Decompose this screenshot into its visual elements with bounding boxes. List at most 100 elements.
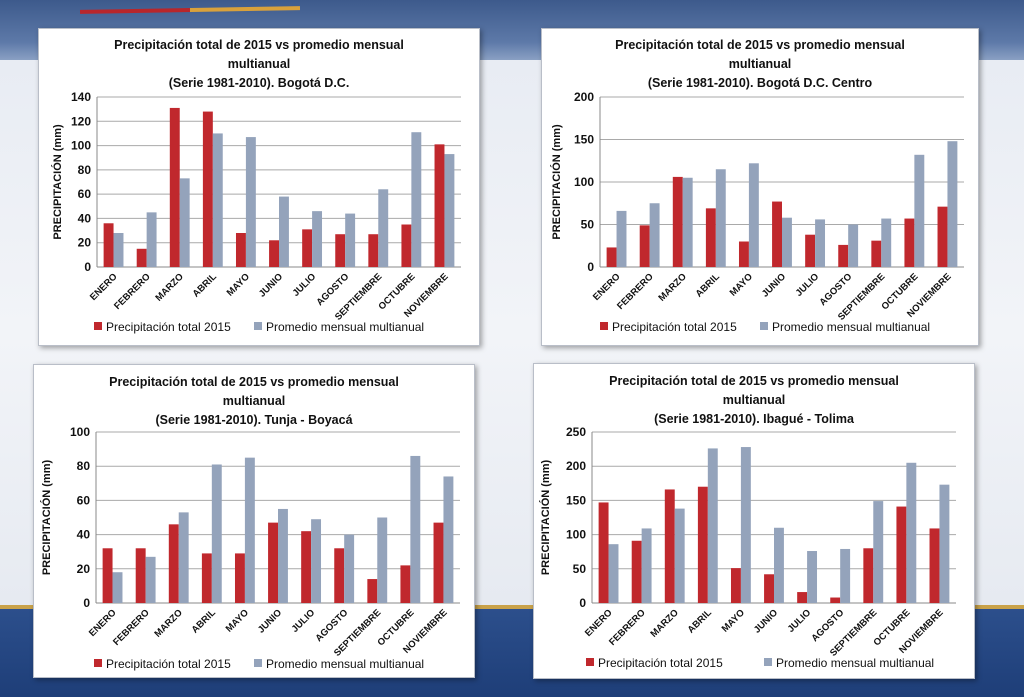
x-tick-label: MAYO — [224, 607, 251, 634]
legend-swatch-2015 — [94, 322, 102, 330]
legend-swatch-promedio — [764, 658, 772, 666]
y-tick-label: 250 — [566, 425, 586, 439]
bar-promedio — [278, 508, 288, 603]
bar-promedio — [443, 476, 454, 603]
x-tick-label: ENERO — [87, 607, 119, 639]
y-tick-label: 200 — [574, 90, 594, 104]
bar-promedio — [740, 447, 751, 603]
bar-promedio — [444, 154, 455, 267]
y-tick-label: 0 — [587, 260, 594, 274]
bar-promedio — [873, 501, 884, 603]
legend-label-promedio: Promedio mensual multianual — [266, 320, 424, 334]
bar-promedio — [939, 484, 950, 603]
legend-label-2015: Precipitación total 2015 — [106, 320, 231, 334]
y-tick-label: 80 — [78, 163, 92, 177]
chart-ibague: Precipitación total de 2015 vs promedio … — [539, 374, 956, 670]
bar-2015 — [401, 224, 412, 267]
bar-promedio — [881, 218, 892, 267]
chart-panel-bogota: Precipitación total de 2015 vs promedio … — [38, 28, 480, 346]
chart-title-line: multianual — [729, 57, 792, 71]
bar-promedio — [146, 212, 157, 267]
bar-promedio — [616, 210, 627, 267]
bar-2015 — [937, 206, 948, 267]
bar-2015 — [664, 489, 675, 603]
bar-2015 — [697, 486, 708, 603]
bar-2015 — [838, 244, 849, 267]
chart-title-line: multianual — [223, 394, 286, 408]
bar-promedio — [906, 462, 917, 603]
bar-promedio — [113, 233, 124, 267]
bar-promedio — [641, 528, 652, 603]
bar-promedio — [914, 154, 925, 267]
x-tick-label: MARZO — [152, 607, 184, 639]
chart-title-line: (Serie 1981-2010). Tunja - Boyacá — [155, 413, 352, 427]
bar-promedio — [947, 141, 958, 267]
chart-title-line: Precipitación total de 2015 vs promedio … — [615, 38, 905, 52]
bar-2015 — [631, 540, 642, 603]
bar-2015 — [268, 522, 278, 603]
bar-2015 — [202, 111, 213, 267]
bar-promedio — [311, 519, 322, 603]
x-tick-label: ENERO — [88, 271, 120, 303]
chart-panel-tunja: Precipitación total de 2015 vs promedio … — [33, 364, 475, 678]
legend-label-promedio: Promedio mensual multianual — [776, 656, 934, 670]
bar-2015 — [235, 233, 246, 267]
x-tick-label: ABRIL — [191, 271, 219, 299]
bar-promedio — [848, 224, 859, 267]
bar-2015 — [103, 223, 114, 267]
bar-promedio — [649, 203, 660, 267]
bar-promedio — [815, 219, 826, 267]
x-tick-label: JUNIO — [256, 607, 284, 635]
bar-promedio — [715, 169, 726, 267]
chart-title-line: (Serie 1981-2010). Bogotá D.C. — [169, 76, 350, 90]
bar-2015 — [598, 502, 609, 603]
bar-2015 — [705, 208, 716, 267]
bar-promedio — [179, 178, 190, 267]
bar-promedio — [774, 527, 784, 603]
bar-promedio — [707, 448, 718, 603]
bar-promedio — [312, 211, 323, 267]
y-tick-label: 120 — [71, 114, 91, 128]
bar-promedio — [378, 189, 389, 267]
bar-2015 — [863, 548, 874, 603]
chart-bogota-centro: Precipitación total de 2015 vs promedio … — [550, 38, 964, 334]
bar-2015 — [830, 597, 841, 603]
x-tick-label: JULIO — [291, 271, 319, 299]
bar-2015 — [334, 548, 345, 603]
legend-label-2015: Precipitación total 2015 — [106, 657, 231, 671]
chart-title-line: Precipitación total de 2015 vs promedio … — [114, 38, 404, 52]
x-tick-label: ENERO — [591, 271, 623, 303]
bar-promedio — [279, 196, 289, 267]
bar-2015 — [772, 201, 782, 267]
chart-title-line: multianual — [228, 57, 291, 71]
bar-promedio — [245, 137, 256, 267]
x-tick-label: JULIO — [794, 271, 822, 299]
bar-2015 — [764, 574, 774, 603]
y-tick-label: 80 — [77, 459, 91, 473]
x-tick-label: JUNIO — [257, 271, 285, 299]
y-tick-label: 60 — [78, 187, 92, 201]
bar-promedio — [244, 457, 255, 603]
bar-2015 — [639, 225, 650, 267]
bar-promedio — [344, 534, 355, 603]
y-tick-label: 200 — [566, 459, 586, 473]
bar-2015 — [367, 579, 378, 603]
bar-2015 — [606, 247, 617, 267]
x-tick-label: JULIO — [786, 607, 814, 635]
y-tick-label: 20 — [78, 236, 92, 250]
legend-swatch-2015 — [586, 658, 594, 666]
chart-panel-ibague: Precipitación total de 2015 vs promedio … — [533, 363, 975, 679]
y-tick-label: 40 — [77, 528, 91, 542]
bar-2015 — [335, 234, 346, 267]
y-tick-label: 60 — [77, 493, 91, 507]
x-tick-label: FEBRERO — [112, 271, 153, 312]
legend-swatch-2015 — [94, 659, 102, 667]
legend-label-promedio: Promedio mensual multianual — [266, 657, 424, 671]
chart-title-line: multianual — [723, 393, 786, 407]
legend-label-2015: Precipitación total 2015 — [612, 320, 737, 334]
bar-2015 — [368, 234, 379, 267]
chart-panel-bogota-centro: Precipitación total de 2015 vs promedio … — [541, 28, 979, 346]
x-tick-label: MAYO — [225, 271, 252, 298]
x-tick-label: ABRIL — [190, 607, 218, 635]
y-axis-label: PRECIPITACIÓN (mm) — [51, 124, 64, 240]
